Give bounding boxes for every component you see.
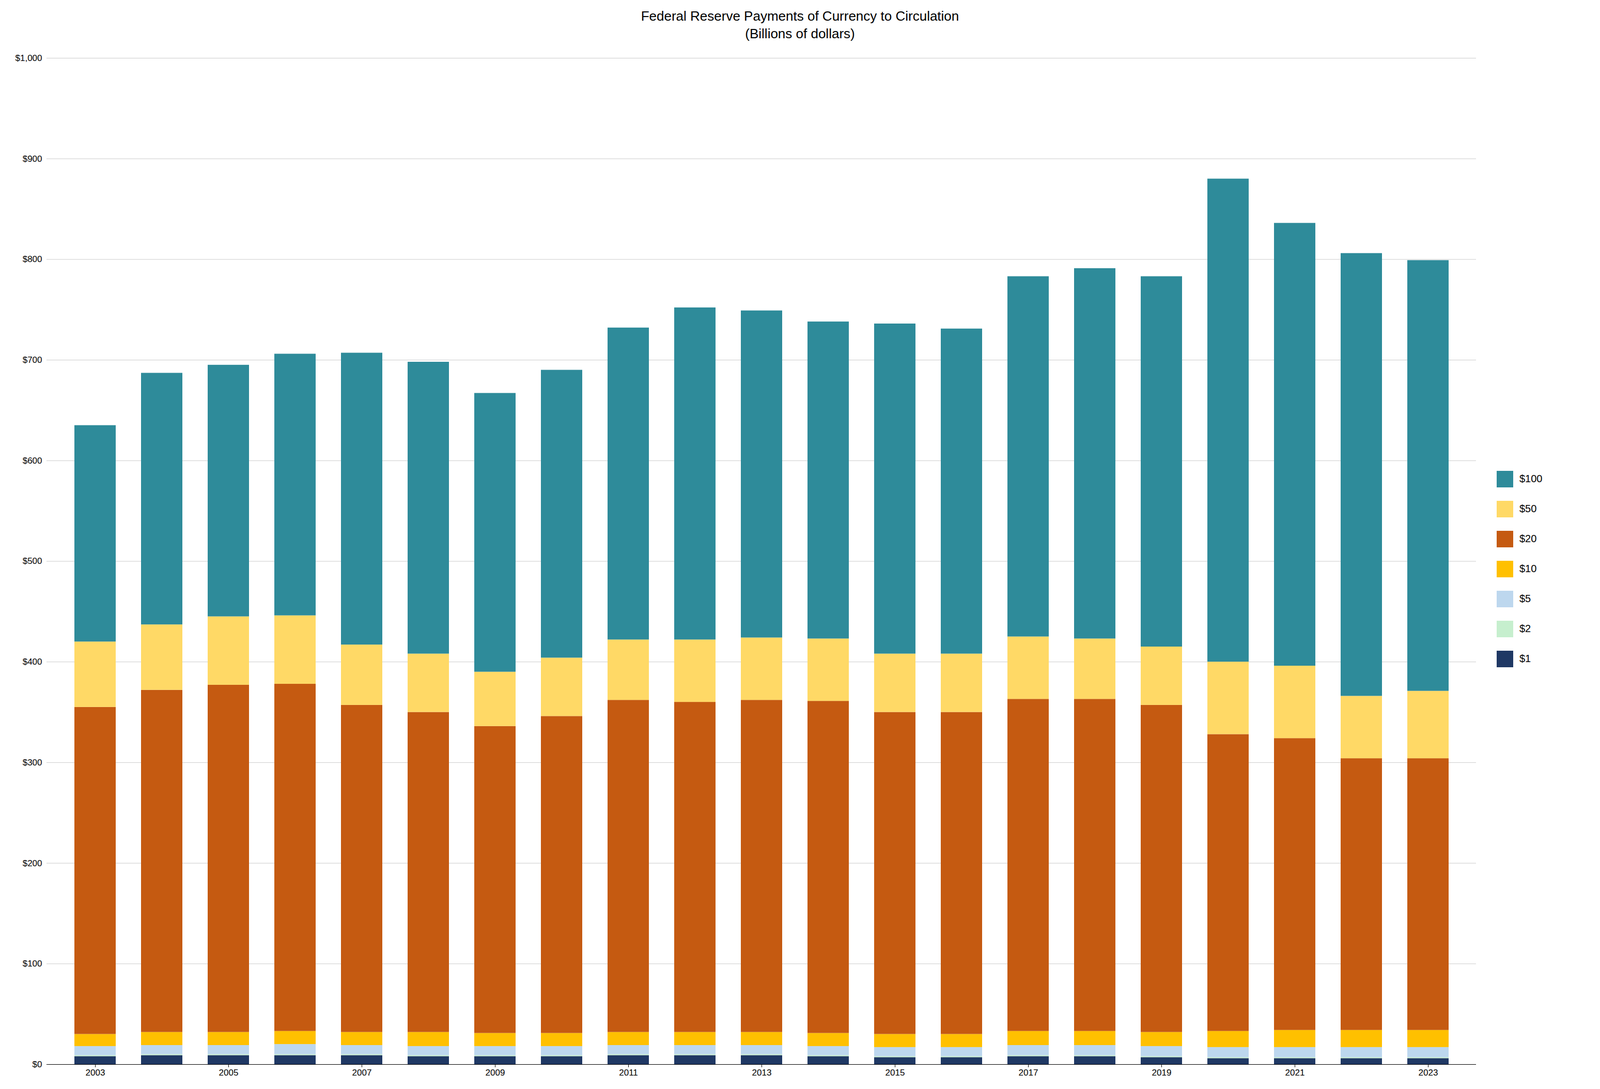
svg-text:2003: 2003 xyxy=(85,1067,106,1078)
html-text:Federal Reserve Payments of Cu: Federal Reserve Payments of Currency to … xyxy=(640,8,960,42)
svg-text:2015: 2015 xyxy=(885,1067,906,1078)
svg-text:2013: 2013 xyxy=(752,1067,772,1078)
svg-text:$800: $800 xyxy=(22,254,43,264)
svg-text:$400: $400 xyxy=(22,656,43,667)
svg-text:$900: $900 xyxy=(22,153,43,164)
svg-text:$0: $0 xyxy=(32,1059,43,1069)
svg-text:$600: $600 xyxy=(22,455,43,466)
svg-text:2011: 2011 xyxy=(618,1067,639,1078)
html-text:$50: $50 xyxy=(1519,502,1537,515)
svg-text:$1,000: $1,000 xyxy=(15,53,43,64)
svg-text:$200: $200 xyxy=(22,858,43,868)
svg-text:2005: 2005 xyxy=(219,1067,239,1078)
html-text:$1: $1 xyxy=(1519,652,1531,664)
svg-text:$700: $700 xyxy=(22,354,43,365)
html-text:$10: $10 xyxy=(1519,562,1537,574)
svg-text:$100: $100 xyxy=(22,958,43,969)
svg-text:2019: 2019 xyxy=(1152,1067,1172,1078)
html-text:$20: $20 xyxy=(1519,532,1537,545)
svg-text:2009: 2009 xyxy=(485,1067,506,1078)
svg-text:$500: $500 xyxy=(22,555,43,566)
html-text:$5: $5 xyxy=(1519,592,1531,604)
svg-text:2017: 2017 xyxy=(1018,1067,1039,1078)
svg-text:2021: 2021 xyxy=(1285,1067,1306,1078)
svg-text:2007: 2007 xyxy=(352,1067,372,1078)
svg-text:$300: $300 xyxy=(22,757,43,768)
html-text:$2: $2 xyxy=(1519,622,1531,634)
html-text:$100: $100 xyxy=(1519,472,1543,485)
svg-text:2023: 2023 xyxy=(1418,1067,1439,1078)
